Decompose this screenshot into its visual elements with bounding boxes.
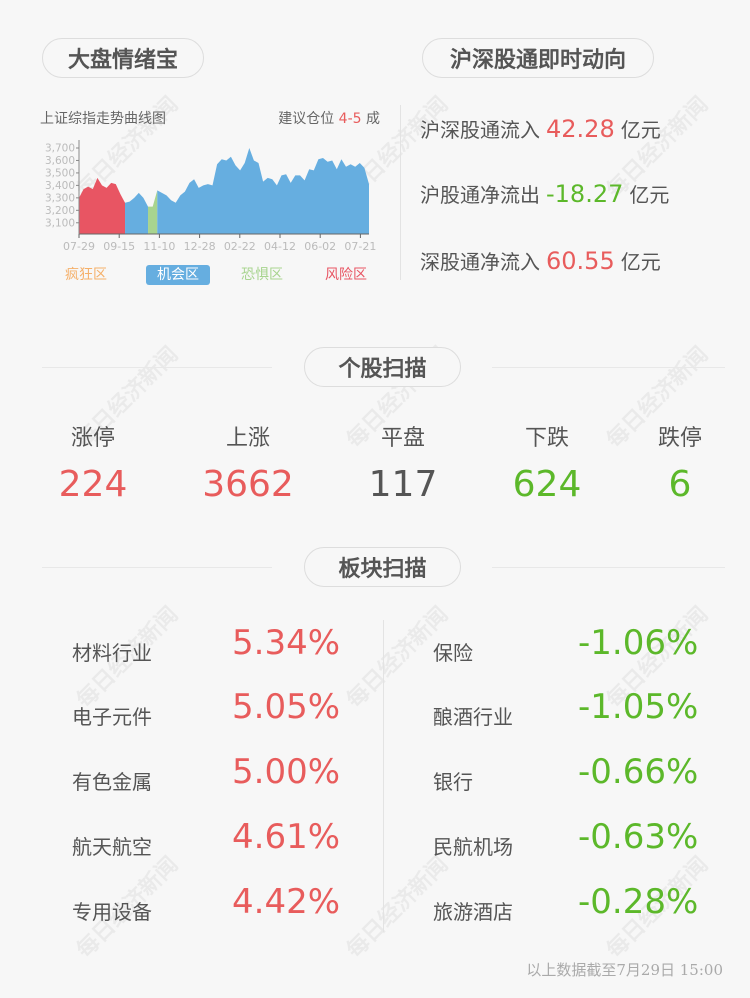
x-tick-label: 12-28 [184, 240, 216, 253]
advice-prefix: 建议仓位 [278, 111, 335, 127]
position-advice: 建议仓位 4-5 成 [278, 108, 380, 128]
advice-value: 4-5 [338, 111, 362, 127]
stat-label: 跌停 [657, 426, 702, 451]
flow-row: 沪深股通流入 42.28 亿元 [420, 114, 661, 143]
sectors-title: 板块扫描 [304, 547, 461, 587]
flow-label: 沪深股通流入 [420, 118, 540, 142]
stocks-title: 个股扫描 [304, 347, 461, 387]
divider [383, 620, 384, 932]
sector-change: 4.61% [232, 817, 341, 857]
y-tick-label: 3,300 [45, 192, 75, 204]
area-segment-0 [79, 177, 126, 234]
flow-value: 60.55 [546, 247, 615, 275]
x-tick-label: 07-21 [344, 240, 376, 253]
sector-name: 保险 [433, 641, 473, 665]
divider [492, 567, 725, 568]
sector-name: 有色金属 [72, 770, 152, 794]
zone-legend-item[interactable]: 疯狂区 [65, 267, 107, 283]
stock-stat: 上涨 3662 [188, 420, 308, 505]
stat-label: 涨停 [70, 426, 115, 451]
sector-change: -0.63% [578, 817, 699, 857]
sector-name: 航天航空 [72, 835, 152, 859]
sector-change: -1.06% [578, 623, 699, 663]
sector-name: 民航机场 [433, 835, 513, 859]
divider [400, 105, 401, 280]
stock-stat: 跌停 6 [620, 420, 740, 505]
sector-change: -0.28% [578, 882, 699, 922]
stat-label: 下跌 [524, 426, 569, 451]
sector-name: 银行 [433, 770, 473, 794]
y-tick-label: 3,100 [45, 217, 75, 229]
flow-value: -18.27 [546, 180, 624, 208]
sector-change: 4.42% [232, 882, 341, 922]
sector-change: 5.34% [232, 623, 341, 663]
divider [42, 567, 272, 568]
flow-unit: 亿元 [620, 250, 661, 274]
sector-change: -1.05% [578, 687, 699, 727]
stock-stat: 下跌 624 [487, 420, 607, 505]
y-tick-label: 3,500 [45, 167, 75, 179]
y-tick-label: 3,600 [45, 155, 75, 167]
flow-unit: 亿元 [620, 118, 661, 142]
advice-suffix: 成 [366, 111, 380, 127]
mood-title: 大盘情绪宝 [42, 38, 204, 78]
flow-row: 沪股通净流出 -18.27 亿元 [420, 179, 669, 208]
flow-row: 深股通净流入 60.55 亿元 [420, 246, 661, 275]
area-segment-3 [157, 148, 369, 234]
flow-label: 沪股通净流出 [420, 183, 540, 207]
flow-value: 42.28 [546, 115, 615, 143]
chart-title: 上证综指走势曲线图 [40, 111, 166, 127]
zone-legend-item[interactable]: 机会区 [146, 265, 210, 285]
stock-stat: 涨停 224 [33, 420, 153, 505]
x-tick-label: 09-15 [103, 240, 135, 253]
stat-label: 上涨 [225, 426, 270, 451]
flow-label: 深股通净流入 [420, 250, 540, 274]
stat-value: 624 [512, 464, 582, 505]
stat-value: 3662 [202, 464, 294, 505]
sector-name: 材料行业 [72, 641, 152, 665]
x-tick-label: 06-02 [304, 240, 336, 253]
sector-name: 专用设备 [72, 900, 152, 924]
divider [492, 367, 725, 368]
y-tick-label: 3,400 [45, 180, 75, 192]
zone-legend-item[interactable]: 恐惧区 [241, 267, 283, 283]
data-timestamp: 以上数据截至7月29日 15:00 [526, 961, 723, 979]
stat-value: 224 [58, 464, 128, 505]
x-tick-label: 11-10 [143, 240, 175, 253]
zone-legend-item[interactable]: 风险区 [325, 267, 367, 283]
sector-change: 5.00% [232, 752, 341, 792]
x-tick-label: 04-12 [264, 240, 296, 253]
sector-name: 电子元件 [72, 705, 152, 729]
stat-value: 6 [668, 464, 692, 505]
area-segment-2 [148, 190, 158, 234]
flow-title: 沪深股通即时动向 [422, 38, 654, 78]
sector-name: 酿酒行业 [433, 705, 513, 729]
x-tick-label: 02-22 [224, 240, 256, 253]
sector-change: -0.66% [578, 752, 699, 792]
y-tick-label: 3,700 [45, 142, 75, 154]
sector-name: 旅游酒店 [433, 900, 513, 924]
x-tick-label: 07-29 [63, 240, 95, 253]
divider [42, 367, 272, 368]
area-segment-1 [125, 192, 149, 234]
sector-change: 5.05% [232, 687, 341, 727]
y-tick-label: 3,200 [45, 205, 75, 217]
flow-unit: 亿元 [629, 183, 670, 207]
stat-label: 平盘 [380, 426, 425, 451]
stock-stat: 平盘 117 [343, 420, 463, 505]
stat-value: 117 [368, 464, 438, 505]
